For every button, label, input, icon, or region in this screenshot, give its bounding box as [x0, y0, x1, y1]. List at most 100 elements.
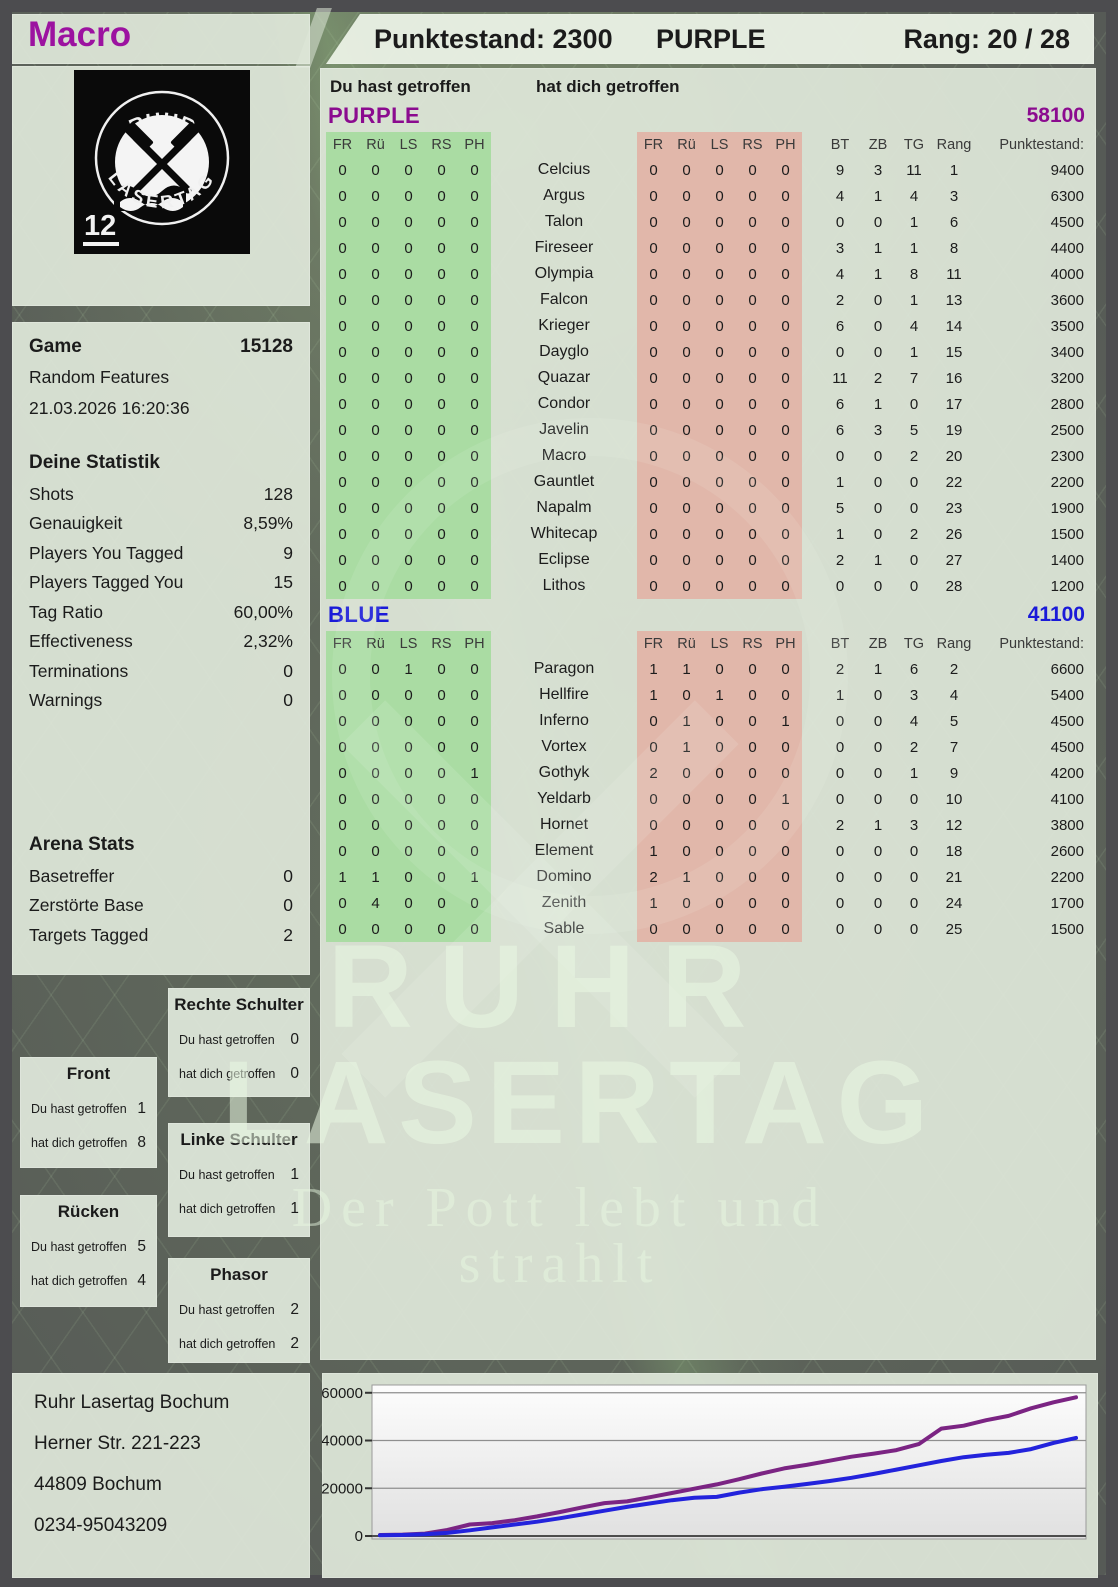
- hit-you-cell: 0: [703, 313, 736, 339]
- player-row-condor: 0 0 0 0 0 Condor 0 0 0 0 0 6 1 0 17 2800: [320, 391, 1096, 417]
- hit-you-cell: 0: [637, 183, 670, 209]
- hit-you-cell: 0: [637, 469, 670, 495]
- hit-you-cell: 0: [769, 521, 802, 547]
- hit-you-cell: 0: [736, 443, 769, 469]
- hit-you-cell: 0: [637, 734, 670, 760]
- zb-value: 1: [873, 265, 883, 283]
- player-name: Celcius: [537, 161, 591, 178]
- hit-you-cell: 0: [769, 547, 802, 573]
- you-hit-cell: 0: [458, 157, 491, 183]
- you-hit-cell: 0: [359, 786, 392, 812]
- col-header-tg: TG: [903, 635, 925, 652]
- player-name: Yeldarb: [537, 790, 591, 807]
- tg-value: 7: [909, 369, 919, 387]
- zb-value: 0: [873, 577, 883, 595]
- you-hit-cell: 0: [392, 812, 425, 838]
- hit-you-cell: 1: [769, 708, 802, 734]
- hit-you-cell: 0: [670, 495, 703, 521]
- rang-value: 18: [945, 842, 963, 860]
- bt-value: 9: [835, 161, 845, 179]
- bt-value: 4: [835, 265, 845, 283]
- col-header-hit-you: FR: [637, 132, 670, 157]
- player-row-fireseer: 0 0 0 0 0 Fireseer 0 0 0 0 0 3 1 1 8 4400: [320, 235, 1096, 261]
- player-name: Dayglo: [539, 343, 589, 360]
- hit-you-cell: 0: [736, 734, 769, 760]
- you-hit-cell: 0: [425, 235, 458, 261]
- col-header-rang: Rang: [936, 635, 972, 652]
- hit-you-cell: 0: [670, 812, 703, 838]
- col-header-you-hit: FR: [326, 132, 359, 157]
- you-hit-cell: 0: [458, 812, 491, 838]
- stat-label: Targets Tagged: [29, 924, 149, 945]
- you-hit-cell: 0: [359, 838, 392, 864]
- score-value: 1900: [1050, 499, 1084, 517]
- hit-you-cell: 0: [670, 786, 703, 812]
- rang-value: 1: [949, 161, 959, 179]
- chart-tick-label: 40000: [322, 1433, 363, 1450]
- player-name: Napalm: [536, 499, 592, 516]
- team-title-row: PURPLE 58100: [320, 100, 1096, 132]
- hit-you-cell: 0: [736, 786, 769, 812]
- table-header-labels: Du hast getroffen hat dich getroffen: [320, 68, 1096, 100]
- team-total-score: 41100: [1027, 603, 1085, 626]
- hit-you-cell: 0: [703, 157, 736, 183]
- hit-you-cell: 2: [637, 864, 670, 890]
- you-hit-cell: 0: [392, 521, 425, 547]
- player-name: Whitecap: [530, 525, 598, 542]
- score-value: 3500: [1050, 317, 1084, 335]
- hit-you-cell: 0: [736, 547, 769, 573]
- logo-panel: RUHR LASERTAG 12: [12, 66, 310, 306]
- zone-hit-you-label: hat dich getroffen: [179, 1202, 276, 1216]
- you-hit-cell: 0: [392, 547, 425, 573]
- hit-you-cell: 0: [703, 443, 736, 469]
- hit-you-cell: 0: [769, 235, 802, 261]
- player-row-celcius: 0 0 0 0 0 Celcius 0 0 0 0 0 9 3 11 1 9400: [320, 157, 1096, 183]
- rang-value: 23: [945, 499, 963, 517]
- zb-value: 0: [873, 712, 883, 730]
- bt-value: 0: [835, 790, 845, 808]
- hit-you-cell: 0: [736, 469, 769, 495]
- stat-value: 9: [283, 542, 293, 563]
- zb-value: 0: [873, 738, 883, 756]
- address-panel: Ruhr Lasertag Bochum Herner Str. 221-223…: [12, 1373, 310, 1578]
- hit-you-cell: 0: [736, 760, 769, 786]
- score-value: 4400: [1050, 239, 1084, 257]
- you-hit-cell: 0: [326, 313, 359, 339]
- you-hit-cell: 4: [359, 890, 392, 916]
- hit-you-cell: 0: [736, 682, 769, 708]
- you-hit-cell: 0: [458, 313, 491, 339]
- col-header-you-hit: LS: [392, 132, 425, 157]
- you-hit-cell: 0: [359, 261, 392, 287]
- you-hit-cell: 0: [392, 760, 425, 786]
- col-gap: [802, 521, 820, 547]
- bt-value: 0: [835, 577, 845, 595]
- stat-label: Players You Tagged: [29, 542, 184, 563]
- you-hit-cell: 0: [392, 495, 425, 521]
- hit-you-cell: 0: [670, 760, 703, 786]
- you-hit-cell: 0: [392, 864, 425, 890]
- hit-you-cell: 0: [637, 261, 670, 287]
- player-row-talon: 0 0 0 0 0 Talon 0 0 0 0 0 0 0 1 6 4500: [320, 209, 1096, 235]
- bt-value: 2: [835, 660, 845, 678]
- you-hit-cell: 0: [458, 261, 491, 287]
- hit-you-cell: 0: [670, 417, 703, 443]
- you-hit-cell: 1: [458, 760, 491, 786]
- zone-you-hit-value: 0: [290, 1031, 299, 1048]
- tg-value: 2: [909, 738, 919, 756]
- you-hit-cell: 0: [392, 708, 425, 734]
- you-hit-cell: 0: [359, 469, 392, 495]
- player-row-krieger: 0 0 0 0 0 Krieger 0 0 0 0 0 6 0 4 14 3500: [320, 313, 1096, 339]
- zone-you-hit-label: Du hast getroffen: [31, 1240, 127, 1254]
- bt-value: 0: [835, 764, 845, 782]
- stat-value: 60,00%: [233, 601, 293, 622]
- rang-value: 20: [945, 447, 963, 465]
- zone-hit-you-label: hat dich getroffen: [31, 1274, 128, 1288]
- zb-value: 0: [873, 317, 883, 335]
- bt-value: 2: [835, 816, 845, 834]
- score-value: 6600: [1050, 660, 1084, 678]
- score-value: 1400: [1050, 551, 1084, 569]
- you-hit-cell: 0: [326, 734, 359, 760]
- hit-you-cell: 0: [769, 261, 802, 287]
- player-row-falcon: 0 0 0 0 0 Falcon 0 0 0 0 0 2 0 1 13 3600: [320, 287, 1096, 313]
- zb-value: 0: [873, 790, 883, 808]
